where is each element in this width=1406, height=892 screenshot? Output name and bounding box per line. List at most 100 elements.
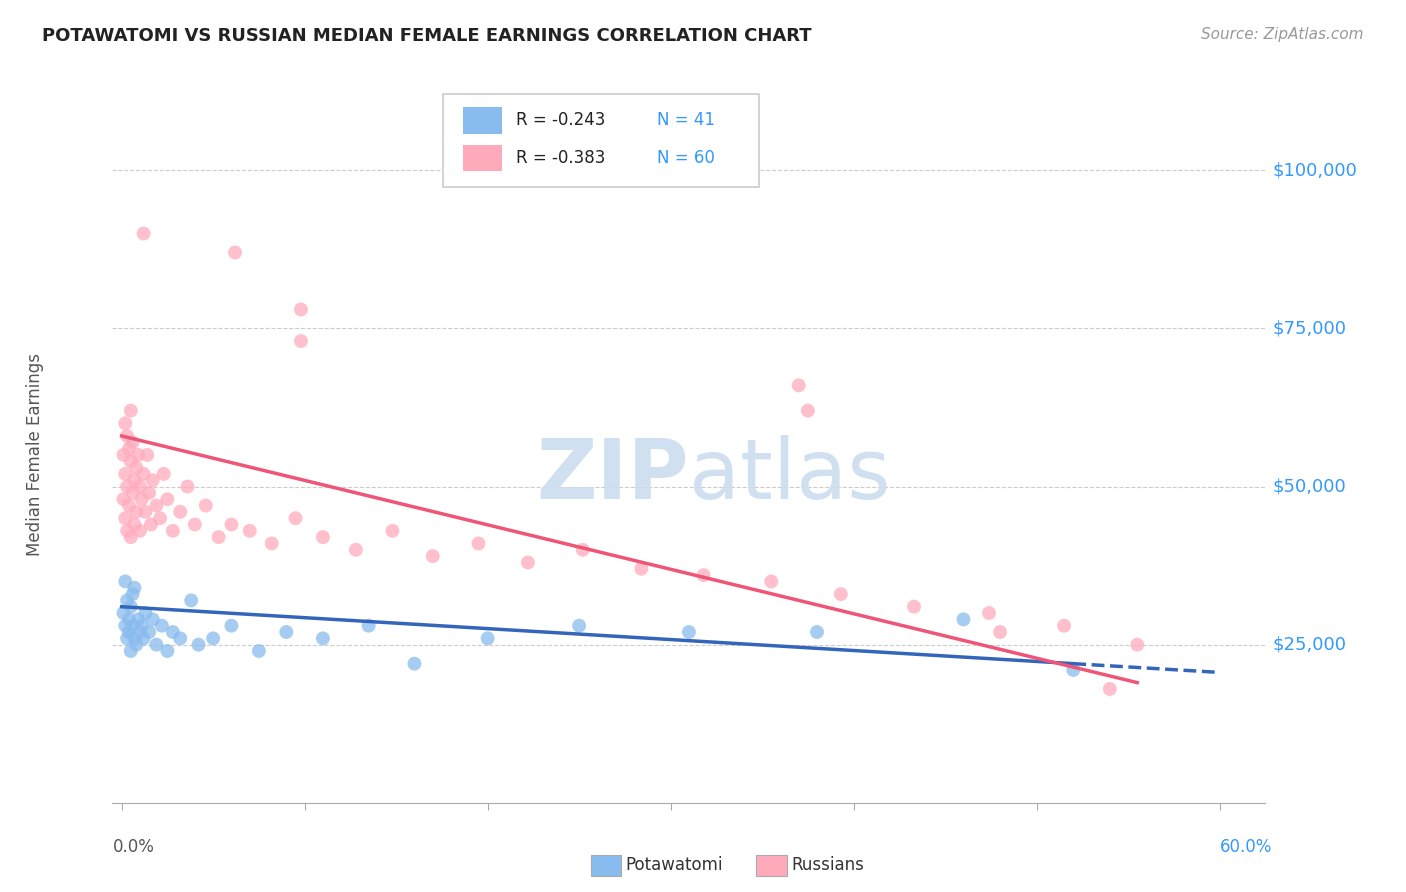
Point [516,556,538,570]
Point [138,625,160,640]
Point [221,618,243,632]
Point [678,625,700,640]
Text: $75,000: $75,000 [1272,319,1347,337]
Point [142,473,165,487]
Point [129,479,152,493]
Point [112,606,135,620]
Point [467,536,489,550]
Text: 0.0%: 0.0% [112,838,155,856]
Point [224,245,246,260]
Text: Source: ZipAtlas.com: Source: ZipAtlas.com [1201,27,1364,42]
Point [422,549,444,563]
Point [132,467,155,481]
Point [260,536,283,550]
Point [121,486,143,500]
Point [152,467,174,481]
Point [115,524,138,538]
Point [988,625,1011,640]
Point [120,644,142,658]
Text: N = 41: N = 41 [657,112,714,129]
Point [139,517,162,532]
Point [247,644,270,658]
Point [120,530,142,544]
Point [162,524,184,538]
Point [207,530,229,544]
Point [124,517,146,532]
Point [162,625,184,640]
Point [121,587,143,601]
Text: $25,000: $25,000 [1272,636,1347,654]
Point [156,492,179,507]
Point [1062,663,1084,677]
Point [169,632,191,646]
Text: 60.0%: 60.0% [1220,838,1272,856]
Point [118,625,141,640]
Point [202,632,225,646]
Point [169,505,191,519]
Point [145,638,167,652]
Point [180,593,202,607]
Point [239,524,262,538]
Point [125,460,148,475]
Point [977,606,1000,620]
Point [118,499,141,513]
Point [129,524,152,538]
Point [115,632,138,646]
Point [115,429,138,443]
Point [114,417,136,431]
Text: Median Female Earnings: Median Female Earnings [27,353,44,557]
Point [344,542,367,557]
Point [134,606,156,620]
Text: R = -0.383: R = -0.383 [516,149,606,167]
Point [149,511,172,525]
Point [114,574,136,589]
Point [120,454,142,468]
Point [404,657,426,671]
Point [112,448,135,462]
Point [127,612,149,626]
Point [112,492,135,507]
Point [114,467,136,481]
Text: ZIP: ZIP [537,435,689,516]
Point [187,638,209,652]
Point [952,612,974,626]
Text: $100,000: $100,000 [1272,161,1357,179]
Point [692,568,714,582]
Text: Russians: Russians [792,856,865,874]
Point [150,618,173,632]
Point [120,403,142,417]
Point [114,618,136,632]
Point [276,625,298,640]
Point [124,473,146,487]
Point [125,638,148,652]
Text: R = -0.243: R = -0.243 [516,112,606,129]
Point [284,511,307,525]
Point [115,479,138,493]
Point [118,612,141,626]
Point [787,378,810,392]
Text: N = 60: N = 60 [657,149,714,167]
Point [1126,638,1149,652]
Point [132,227,155,241]
Point [568,618,591,632]
Point [114,511,136,525]
Point [134,505,156,519]
Point [120,599,142,614]
Text: $50,000: $50,000 [1272,477,1346,496]
Point [630,562,652,576]
Point [312,632,335,646]
Point [142,612,165,626]
Point [290,334,312,348]
Point [145,499,167,513]
Point [127,448,149,462]
Point [761,574,783,589]
Point [184,517,207,532]
Text: Potawatomi: Potawatomi [626,856,723,874]
Point [194,499,217,513]
Point [129,625,152,640]
Point [132,632,155,646]
Point [221,517,243,532]
Point [131,492,153,507]
Point [118,442,141,456]
Point [381,524,404,538]
